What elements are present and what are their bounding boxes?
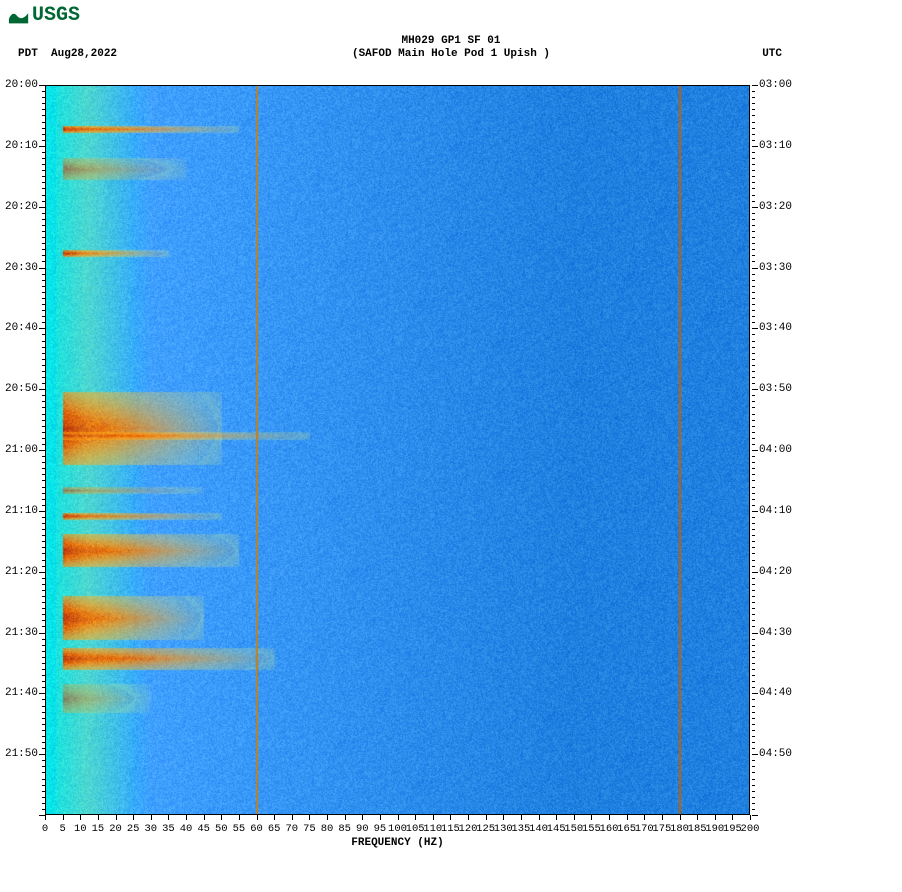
x-tick: 80 [321, 823, 334, 835]
x-tick: 180 [670, 823, 689, 835]
x-tick: 100 [388, 823, 407, 835]
x-tick: 20 [109, 823, 122, 835]
x-tick: 10 [74, 823, 87, 835]
y-right-tick: 04:50 [759, 748, 792, 760]
x-tick: 90 [356, 823, 369, 835]
y-right-tick: 03:50 [759, 383, 792, 395]
y-right-tick: 03:20 [759, 201, 792, 213]
y-right-tick: 03:10 [759, 140, 792, 152]
x-tick: 70 [285, 823, 298, 835]
y-left-tick: 20:00 [5, 79, 38, 91]
y-axis-left: 20:0020:1020:2020:3020:4020:5021:0021:10… [0, 85, 45, 815]
x-tick: 75 [303, 823, 316, 835]
y-left-tick: 21:20 [5, 566, 38, 578]
y-right-tick: 04:10 [759, 505, 792, 517]
logo-text: USGS [32, 4, 80, 27]
x-tick: 25 [127, 823, 140, 835]
y-left-tick: 20:20 [5, 201, 38, 213]
y-left-tick: 21:30 [5, 627, 38, 639]
y-right-tick: 03:40 [759, 322, 792, 334]
x-tick: 170 [635, 823, 654, 835]
x-tick: 105 [406, 823, 425, 835]
x-tick: 0 [42, 823, 48, 835]
x-tick: 5 [59, 823, 65, 835]
x-tick: 165 [617, 823, 636, 835]
y-left-tick: 21:40 [5, 687, 38, 699]
y-left-tick: 21:10 [5, 505, 38, 517]
y-left-tick: 20:10 [5, 140, 38, 152]
x-tick: 45 [197, 823, 210, 835]
x-tick: 15 [92, 823, 105, 835]
spectrogram-canvas [45, 85, 750, 815]
y-right-tick: 04:40 [759, 687, 792, 699]
x-tick: 125 [476, 823, 495, 835]
y-right-tick: 03:30 [759, 262, 792, 274]
x-tick: 145 [547, 823, 566, 835]
x-tick: 140 [529, 823, 548, 835]
y-left-tick: 21:00 [5, 444, 38, 456]
right-timezone-label: UTC [762, 48, 782, 60]
x-tick: 185 [688, 823, 707, 835]
usgs-logo: USGS [8, 4, 80, 27]
x-tick: 85 [338, 823, 351, 835]
x-tick: 110 [423, 823, 442, 835]
x-tick: 155 [582, 823, 601, 835]
y-right-tick: 04:00 [759, 444, 792, 456]
x-tick: 150 [564, 823, 583, 835]
x-tick: 175 [652, 823, 671, 835]
y-axis-right: 03:0003:1003:2003:3003:4003:5004:0004:10… [752, 85, 802, 815]
y-left-tick: 20:30 [5, 262, 38, 274]
x-tick: 200 [741, 823, 760, 835]
y-right-tick: 03:00 [759, 79, 792, 91]
x-tick: 160 [600, 823, 619, 835]
x-tick: 135 [511, 823, 530, 835]
x-tick: 60 [250, 823, 263, 835]
x-tick: 50 [215, 823, 228, 835]
y-right-tick: 04:20 [759, 566, 792, 578]
x-axis-label: FREQUENCY (HZ) [45, 837, 750, 849]
x-tick: 130 [494, 823, 513, 835]
x-tick: 40 [180, 823, 193, 835]
x-tick: 65 [268, 823, 281, 835]
x-tick: 120 [459, 823, 478, 835]
y-left-tick: 21:50 [5, 748, 38, 760]
y-right-tick: 04:30 [759, 627, 792, 639]
x-tick: 35 [162, 823, 175, 835]
x-tick: 55 [233, 823, 246, 835]
y-left-tick: 20:50 [5, 383, 38, 395]
x-tick: 30 [144, 823, 157, 835]
spectrogram-plot [45, 85, 750, 815]
y-left-tick: 20:40 [5, 322, 38, 334]
left-timezone-label: PDT Aug28,2022 [18, 48, 117, 60]
x-tick: 190 [705, 823, 724, 835]
chart-title-line1: MH029 GP1 SF 01 [0, 35, 902, 47]
x-tick: 115 [441, 823, 460, 835]
x-tick: 195 [723, 823, 742, 835]
usgs-wave-icon [8, 5, 30, 27]
x-tick: 95 [374, 823, 387, 835]
